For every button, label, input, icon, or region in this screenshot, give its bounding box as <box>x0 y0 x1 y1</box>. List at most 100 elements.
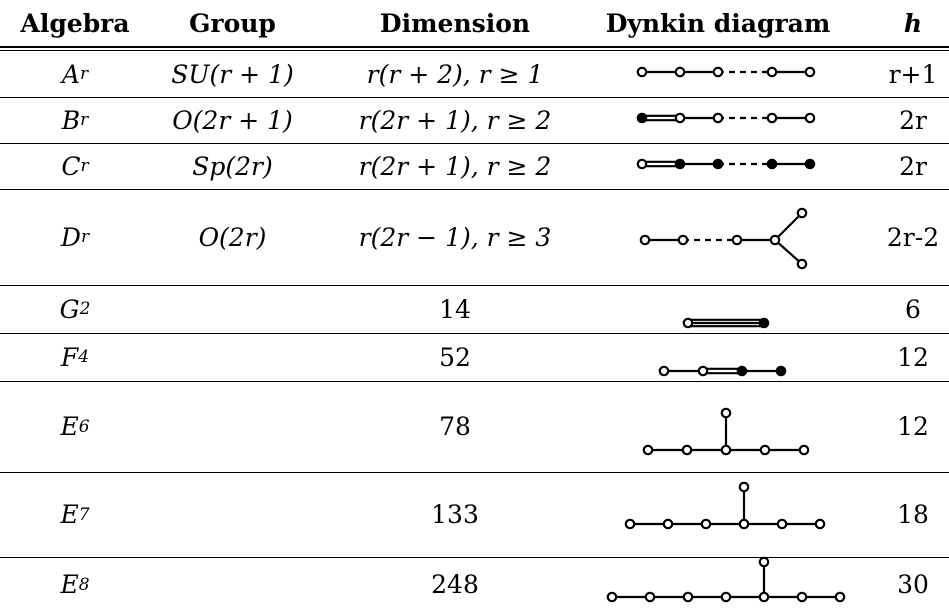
algebra-symbol: F <box>60 342 79 372</box>
h-cell: 2r-2 <box>886 222 940 252</box>
group-cell: O(2r) <box>198 222 267 252</box>
dynkin-node <box>731 234 743 246</box>
row-divider <box>0 143 949 144</box>
dynkin-node <box>720 407 732 419</box>
dynkin-node <box>712 158 724 170</box>
row-divider <box>0 472 949 473</box>
dynkin-node <box>796 207 808 219</box>
algebra-symbol: A <box>61 59 80 89</box>
dynkin-node <box>766 158 778 170</box>
group-cell: O(2r + 1) <box>172 105 293 135</box>
dimension-cell: 248 <box>431 570 479 599</box>
algebra-symbol: E <box>60 570 79 599</box>
dynkin-node <box>674 112 686 124</box>
algebra-symbol: G <box>59 294 80 324</box>
header-h: h <box>903 8 923 38</box>
dynkin-node <box>681 444 693 456</box>
dimension-cell: r(2r + 1), r ≥ 2 <box>358 105 552 135</box>
dynkin-node <box>624 518 636 530</box>
dynkin-node <box>758 556 770 568</box>
h-cell: 30 <box>897 570 929 599</box>
dimension-cell: r(r + 2), r ≥ 1 <box>366 59 544 89</box>
row-divider <box>0 557 949 558</box>
dynkin-node <box>674 66 686 78</box>
algebra-symbol: B <box>61 105 81 135</box>
dynkin-node <box>766 66 778 78</box>
dimension-cell: 78 <box>439 412 471 441</box>
dimension-cell: r(2r + 1), r ≥ 2 <box>358 151 552 181</box>
dimension-cell: 52 <box>439 342 471 372</box>
dynkin-node <box>804 66 816 78</box>
row-divider <box>0 189 949 190</box>
row-divider <box>0 381 949 382</box>
dynkin-node <box>769 234 781 246</box>
dynkin-node <box>759 444 771 456</box>
dynkin-node <box>636 66 648 78</box>
dynkin-node <box>758 591 770 603</box>
header-group: Group <box>189 8 276 38</box>
header-double-rule-top <box>0 46 949 48</box>
dynkin-node <box>712 66 724 78</box>
dynkin-node <box>804 112 816 124</box>
dynkin-node <box>796 591 808 603</box>
row-divider <box>0 97 949 98</box>
dynkin-bond <box>774 239 803 265</box>
dynkin-node <box>775 365 787 377</box>
h-cell: 2r <box>899 105 927 135</box>
dynkin-node <box>766 112 778 124</box>
dynkin-node <box>776 518 788 530</box>
dynkin-node <box>700 518 712 530</box>
dynkin-node <box>758 317 770 329</box>
dynkin-node <box>814 518 826 530</box>
dynkin-node <box>674 158 686 170</box>
dynkin-node <box>639 234 651 246</box>
dynkin-node <box>736 365 748 377</box>
dynkin-node <box>658 365 670 377</box>
dynkin-node <box>804 158 816 170</box>
h-cell: 6 <box>905 294 921 324</box>
row-divider <box>0 285 949 286</box>
dynkin-node <box>662 518 674 530</box>
algebra-symbol: C <box>61 151 81 181</box>
dynkin-node <box>606 591 618 603</box>
dynkin-node <box>720 591 732 603</box>
algebra-symbol: E <box>60 500 79 529</box>
group-cell: Sp(2r) <box>192 151 273 181</box>
dimension-cell: 133 <box>431 500 479 529</box>
dimension-cell: 14 <box>439 294 471 324</box>
dynkin-node <box>682 317 694 329</box>
dynkin-node <box>677 234 689 246</box>
dynkin-node <box>712 112 724 124</box>
dynkin-node <box>798 444 810 456</box>
dynkin-node <box>644 591 656 603</box>
header-algebra: Algebra <box>20 8 130 38</box>
dynkin-node <box>796 258 808 270</box>
header-dimension: Dimension <box>379 8 531 38</box>
header-dynkin-diagram: Dynkin diagram <box>605 8 831 38</box>
dynkin-node <box>720 444 732 456</box>
dimension-cell: r(2r − 1), r ≥ 3 <box>358 222 552 252</box>
dynkin-bond <box>774 212 803 241</box>
dynkin-node <box>636 112 648 124</box>
h-cell: 18 <box>897 500 929 529</box>
dynkin-node <box>738 481 750 493</box>
dynkin-node <box>738 518 750 530</box>
h-cell: 12 <box>897 412 929 441</box>
h-cell: 2r <box>899 151 927 181</box>
dynkin-node <box>834 591 846 603</box>
dynkin-node <box>636 158 648 170</box>
